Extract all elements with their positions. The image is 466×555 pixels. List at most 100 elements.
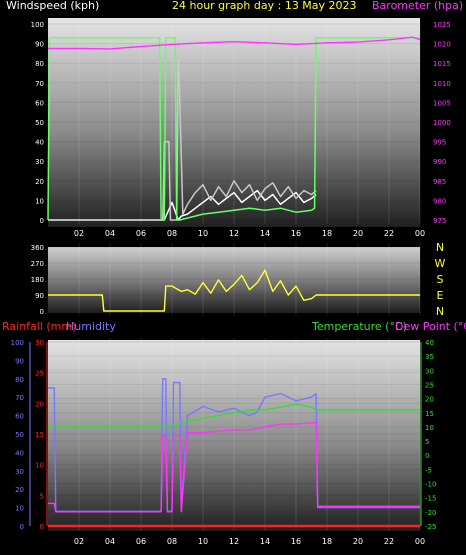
x-tick-label: 22 <box>384 229 394 238</box>
windspeed-tick-label: 90 <box>35 41 44 49</box>
x-tick-label: 16 <box>291 537 301 546</box>
x-tick-label: 12 <box>229 229 239 238</box>
windspeed-tick-label: 60 <box>35 99 44 107</box>
temperature-tick-label: 5 <box>425 438 429 446</box>
windspeed-line <box>48 189 317 221</box>
direction-tick-label: 0 <box>40 308 44 316</box>
barometer-tick-label: 1010 <box>433 80 451 88</box>
x-tick-label: 10 <box>198 229 208 238</box>
gust-line <box>48 38 317 221</box>
temperature-tick-label: -5 <box>425 466 432 474</box>
x-tick-label: 02 <box>74 537 84 546</box>
humidity-tick-label: 100 <box>11 339 24 347</box>
temperature-tick-label: -15 <box>425 495 436 503</box>
windspeed-tick-label: 10 <box>35 197 44 205</box>
x-tick-label: 08 <box>167 537 177 546</box>
graph-date-title: 24 hour graph day : 13 May 2023 <box>172 0 357 12</box>
temperature-tick-label: 25 <box>425 381 434 389</box>
x-tick-label: 18 <box>322 537 332 546</box>
humidity-tick-label: 30 <box>15 468 24 476</box>
humidity-legend: Humidity <box>66 320 116 333</box>
x-tick-label: 00 <box>415 537 425 546</box>
x-tick-label: 22 <box>384 537 394 546</box>
humidity-tick-label: 10 <box>15 505 24 513</box>
temperature-tick-label: 30 <box>425 367 434 375</box>
x-tick-label: 14 <box>260 229 270 238</box>
humidity-tick-label: 40 <box>15 449 24 457</box>
rainfall-tick-label: 20 <box>35 400 44 408</box>
temperature-tick-label: 0 <box>425 452 429 460</box>
humidity-tick-label: 90 <box>15 357 24 365</box>
x-tick-label: 02 <box>74 229 84 238</box>
windspeed-tick-label: 80 <box>35 60 44 68</box>
rainfall-tick-label: 25 <box>35 370 44 378</box>
temperature-tick-label: -20 <box>425 509 436 517</box>
x-tick-label: 14 <box>260 537 270 546</box>
x-tick-label: 00 <box>415 229 425 238</box>
climate-panel-background <box>48 340 420 531</box>
direction-tick-label: 90 <box>35 292 44 300</box>
temperature-tick-label: 15 <box>425 410 434 418</box>
windspeed-tick-label: 20 <box>35 178 44 186</box>
temperature-tick-label: 10 <box>425 424 434 432</box>
windspeed-tick-label: 30 <box>35 158 44 166</box>
barometer-tick-label: 1015 <box>433 60 451 68</box>
barometer-tick-label: 975 <box>433 217 446 225</box>
compass-tick-label: N <box>436 305 444 318</box>
rainfall-tick-label: 15 <box>35 431 44 439</box>
direction-panel-background <box>48 247 420 313</box>
barometer-tick-label: 1020 <box>433 41 451 49</box>
temperature-tick-label: 40 <box>425 339 434 347</box>
windspeed-tick-label: 0 <box>40 217 44 225</box>
dewpoint-legend: Dew Point (°C) <box>395 320 466 333</box>
rainfall-tick-label: 30 <box>35 339 44 347</box>
x-tick-label: 20 <box>353 229 363 238</box>
temperature-line <box>48 403 420 428</box>
rainfall-tick-label: 10 <box>35 462 44 470</box>
x-tick-label: 20 <box>353 537 363 546</box>
barometer-tick-label: 990 <box>433 158 446 166</box>
x-tick-label: 06 <box>136 537 146 546</box>
temperature-tick-label: -25 <box>425 523 436 531</box>
compass-tick-label: E <box>437 289 444 302</box>
humidity-tick-label: 0 <box>20 523 24 531</box>
x-tick-label: 08 <box>167 229 177 238</box>
humidity-tick-label: 60 <box>15 413 24 421</box>
windspeed-title: Windspeed (kph) <box>6 0 99 12</box>
x-tick-label: 16 <box>291 229 301 238</box>
average-windspeed-line <box>47 36 420 221</box>
windspeed-tick-label: 50 <box>35 119 44 127</box>
humidity-tick-label: 80 <box>15 376 24 384</box>
windspeed-tick-label: 70 <box>35 80 44 88</box>
barometer-tick-label: 995 <box>433 139 446 147</box>
wind-direction-line <box>48 269 420 312</box>
x-tick-label: 10 <box>198 537 208 546</box>
barometer-tick-label: 985 <box>433 178 446 186</box>
direction-tick-label: 180 <box>31 276 44 284</box>
rainfall-legend: Rainfall (mm) <box>2 320 76 333</box>
barometer-title: Barometer (hpa) <box>372 0 463 12</box>
direction-tick-label: 270 <box>31 260 44 268</box>
compass-tick-label: W <box>435 257 446 270</box>
rainfall-tick-label: 5 <box>40 492 44 500</box>
humidity-tick-label: 20 <box>15 486 24 494</box>
humidity-tick-label: 70 <box>15 394 24 402</box>
dew-point-line <box>48 422 420 513</box>
compass-tick-label: N <box>436 241 444 254</box>
direction-tick-label: 360 <box>31 244 44 252</box>
x-tick-label: 04 <box>105 229 115 238</box>
barometer-tick-label: 1025 <box>433 21 451 29</box>
temperature-tick-label: -10 <box>425 481 436 489</box>
rainfall-tick-label: 0 <box>40 523 44 531</box>
barometer-tick-label: 980 <box>433 197 446 205</box>
windspeed-tick-label: 100 <box>31 21 44 29</box>
barometer-tick-label: 1005 <box>433 99 451 107</box>
x-tick-label: 18 <box>322 229 332 238</box>
barometer-tick-label: 1000 <box>433 119 451 127</box>
humidity-line <box>48 378 420 512</box>
temperature-tick-label: 20 <box>425 396 434 404</box>
humidity-tick-label: 50 <box>15 431 24 439</box>
x-tick-label: 12 <box>229 537 239 546</box>
barometer-line <box>48 36 421 50</box>
